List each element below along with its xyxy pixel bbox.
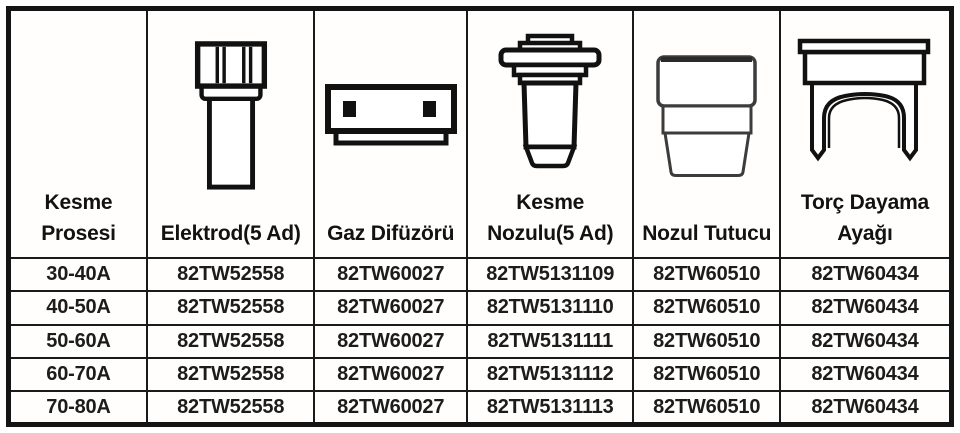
cell-part-number: 82TW52558: [145, 256, 316, 293]
cell-part-number: 82TW5131112: [465, 356, 635, 393]
cell-cutting-process: 70-80A: [7, 390, 148, 426]
cell-part-number: 82TW60027: [313, 290, 468, 326]
nozzle-holder-icon: [655, 55, 757, 178]
cell-part-number: 82TW60510: [632, 323, 781, 359]
cell-part-number: 82TW60434: [778, 256, 953, 293]
cell-part-number: 82TW60510: [632, 356, 781, 393]
column-label-line: Ayağı: [837, 221, 893, 245]
column-label-line: Torç Dayama: [800, 190, 930, 214]
table-row: 30-40A 82TW52558 82TW60027 82TW5131109 8…: [7, 256, 953, 293]
column-label-line: Nozul Tutucu: [642, 221, 772, 245]
cell-cutting-process: 60-70A: [7, 356, 148, 393]
header-cutting-nozzle: Kesme Nozulu(5 Ad): [465, 7, 635, 259]
cell-part-number: 82TW60434: [778, 323, 953, 359]
cell-part-number: 82TW60510: [632, 256, 781, 293]
header-gas-diffuser: Gaz Difüzörü: [313, 7, 468, 259]
cell-part-number: 82TW60434: [778, 290, 953, 326]
column-label-line: Elektrod(5 Ad): [160, 221, 301, 245]
cell-cutting-process: 40-50A: [7, 290, 148, 326]
table-row: 50-60A 82TW52558 82TW60027 82TW5131111 8…: [7, 323, 953, 359]
cell-part-number: 82TW5131109: [465, 256, 635, 293]
cell-part-number: 82TW60027: [313, 356, 468, 393]
cell-cutting-process: 50-60A: [7, 323, 148, 359]
cell-part-number: 82TW5131111: [465, 323, 635, 359]
column-label-line: Nozulu(5 Ad): [487, 221, 614, 245]
cell-part-number: 82TW60434: [778, 356, 953, 393]
parts-table: Kesme Prosesi: [6, 6, 954, 427]
cutting-nozzle-icon: [498, 33, 602, 169]
cell-part-number: 82TW5131113: [465, 390, 635, 426]
column-label-line: Kesme: [44, 190, 113, 214]
cell-part-number: 82TW52558: [145, 323, 316, 359]
cell-cutting-process: 30-40A: [7, 256, 148, 293]
cell-part-number: 82TW60510: [632, 390, 781, 426]
table-row: 60-70A 82TW52558 82TW60027 82TW5131112 8…: [7, 356, 953, 393]
cell-part-number: 82TW60027: [313, 256, 468, 293]
cell-part-number: 82TW60434: [778, 390, 953, 426]
header-row: Kesme Prosesi: [7, 7, 953, 259]
column-label-line: Gaz Difüzörü: [327, 221, 455, 245]
header-torch-standoff: Torç Dayama Ayağı: [778, 7, 953, 259]
cell-part-number: 82TW60027: [313, 390, 468, 426]
header-electrode: Elektrod(5 Ad): [145, 7, 316, 259]
gas-diffuser-icon: [324, 84, 457, 146]
table-row: 70-80A 82TW52558 82TW60027 82TW5131113 8…: [7, 390, 953, 426]
cell-part-number: 82TW60510: [632, 290, 781, 326]
table-row: 40-50A 82TW52558 82TW60027 82TW5131110 8…: [7, 290, 953, 326]
electrode-icon: [194, 41, 267, 190]
empty-icon-area: [13, 15, 144, 187]
column-label-line: Kesme: [516, 190, 585, 214]
cell-part-number: 82TW5131110: [465, 290, 635, 326]
cell-part-number: 82TW52558: [145, 356, 316, 393]
torch-standoff-icon: [797, 38, 931, 162]
column-label-line: Prosesi: [41, 221, 116, 245]
cell-part-number: 82TW52558: [145, 390, 316, 426]
header-nozzle-holder: Nozul Tutucu: [632, 7, 781, 259]
cell-part-number: 82TW60027: [313, 323, 468, 359]
cell-part-number: 82TW52558: [145, 290, 316, 326]
header-cutting-process: Kesme Prosesi: [7, 7, 148, 259]
